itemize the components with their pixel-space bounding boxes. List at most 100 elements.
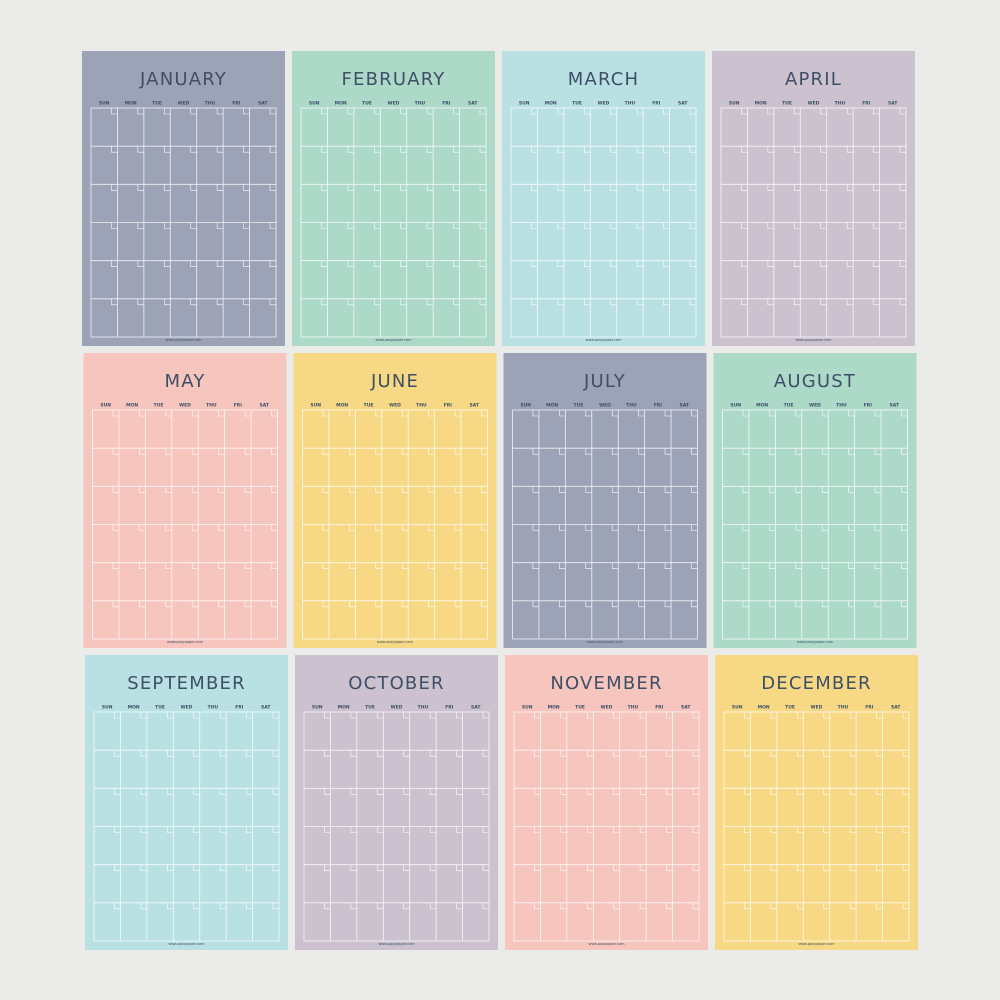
date-box [874, 410, 882, 417]
date-box [559, 486, 566, 493]
date-box [401, 448, 409, 455]
date-box [243, 108, 250, 115]
date-box [639, 902, 647, 910]
date-box [400, 298, 407, 306]
date-box [532, 524, 539, 531]
date-box [454, 448, 462, 455]
date-box [140, 712, 147, 719]
date-box [691, 410, 698, 417]
date-box [692, 864, 699, 871]
date-box [111, 184, 118, 191]
date-box [403, 750, 410, 757]
date-box [111, 146, 118, 153]
date-box [429, 712, 437, 719]
weekday-label: TUE [152, 101, 162, 107]
date-box [166, 864, 174, 871]
month-title: DECEMBER [761, 673, 872, 694]
date-box [140, 902, 147, 910]
date-box [111, 298, 118, 306]
date-box [216, 260, 224, 267]
weekday-label: SUN [730, 403, 741, 409]
date-box [583, 184, 591, 191]
weekday-label: TUE [154, 403, 164, 409]
date-box [426, 184, 434, 191]
weekday-label: WED [391, 705, 403, 711]
date-box [349, 486, 356, 493]
date-box [532, 600, 539, 608]
date-box [560, 712, 567, 719]
date-box [193, 750, 200, 757]
date-box [246, 712, 253, 719]
weekday-label: SAT [890, 403, 900, 409]
date-box [481, 448, 488, 455]
footer-url: www.posypaper.com [585, 338, 622, 342]
weekday-label: SAT [681, 705, 691, 711]
date-box [820, 222, 827, 229]
date-box [216, 146, 224, 153]
date-box [137, 146, 144, 153]
date-box [663, 260, 670, 267]
date-box [321, 184, 328, 191]
date-box [140, 788, 147, 795]
date-box [400, 222, 407, 229]
date-box [191, 600, 199, 608]
weekday-label: WED [808, 101, 820, 107]
date-box [611, 562, 619, 569]
date-box [557, 260, 564, 267]
date-box [531, 222, 538, 229]
date-box [666, 902, 673, 910]
date-box [846, 184, 854, 191]
date-box [849, 864, 857, 871]
date-box [426, 260, 434, 267]
weekday-label: WED [181, 705, 193, 711]
date-box [190, 222, 197, 229]
month-title: JUNE [370, 371, 419, 392]
date-box [400, 260, 407, 267]
weekday-label: FRI [444, 403, 453, 409]
date-box [375, 410, 382, 417]
date-box [613, 864, 620, 871]
date-box [193, 826, 200, 833]
date-box [820, 146, 827, 153]
weekday-label: THU [415, 101, 426, 107]
date-box [848, 562, 855, 569]
date-box [347, 146, 354, 153]
date-box [534, 826, 541, 833]
date-box [349, 524, 356, 531]
date-box [767, 298, 774, 306]
date-box [557, 146, 564, 153]
date-box [664, 486, 672, 493]
date-box [375, 486, 382, 493]
date-box [899, 108, 906, 115]
date-box [636, 146, 644, 153]
date-box [664, 562, 672, 569]
month-card: NOVEMBER SUN MON TUE WED THU FRI SAT www.posypap… [505, 655, 708, 950]
month-card: OCTOBER SUN MON TUE WED THU FRI SAT www.posypape… [295, 655, 498, 950]
weekday-label: MON [548, 705, 560, 711]
date-box [479, 146, 486, 153]
date-box [481, 410, 488, 417]
date-box [219, 712, 227, 719]
date-box [269, 146, 276, 153]
footer-url: www.posypaper.com [375, 338, 412, 342]
date-box [741, 146, 748, 153]
date-box [322, 448, 329, 455]
date-box [163, 298, 171, 306]
date-box [742, 562, 749, 569]
date-box [586, 864, 594, 871]
date-box [114, 712, 121, 719]
date-box [689, 108, 696, 115]
date-box [349, 410, 356, 417]
month-title: NOVEMBER [550, 673, 662, 694]
date-box [456, 826, 463, 833]
month-card: JANUARY SUN MON TUE WED THU FRI SAT www.posypape… [82, 51, 285, 346]
date-box [663, 108, 670, 115]
date-box [481, 486, 488, 493]
date-box [767, 260, 774, 267]
date-box [243, 184, 250, 191]
date-box [400, 184, 407, 191]
date-box [322, 410, 329, 417]
date-box [689, 298, 696, 306]
card [713, 353, 917, 648]
month-card: JUNE SUN MON TUE WED THU FRI SAT www.posypaper.c… [293, 353, 497, 648]
